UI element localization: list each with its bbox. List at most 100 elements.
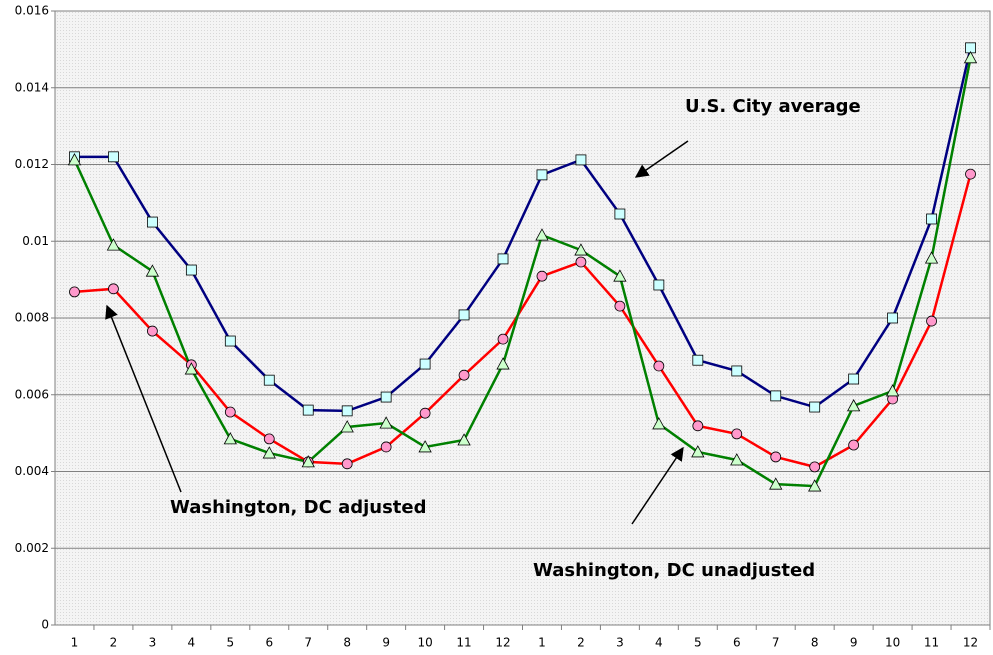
x-tick-label: 8 [811, 636, 819, 650]
arrow [634, 140, 689, 178]
x-tick-label: 3 [149, 636, 157, 650]
x-tick-label: 12 [495, 636, 510, 650]
y-tick-label: 0.014 [15, 80, 49, 94]
annotation: Washington, DC adjusted [170, 497, 427, 518]
marker [848, 373, 860, 385]
marker [419, 358, 431, 370]
x-tick-label: 10 [417, 636, 432, 650]
annotation: U.S. City average [685, 96, 861, 117]
x-tick-label: 11 [456, 636, 471, 650]
marker [458, 309, 470, 321]
marker [497, 333, 509, 345]
x-tick-label: 9 [850, 636, 858, 650]
marker [692, 354, 704, 366]
marker [223, 432, 237, 445]
marker [769, 477, 783, 490]
marker [184, 362, 199, 375]
y-tick-label: 0 [41, 618, 49, 632]
x-tick-label: 7 [772, 636, 780, 650]
series-line [73, 57, 972, 488]
marker [496, 357, 510, 370]
marker [458, 369, 470, 381]
marker [262, 446, 276, 459]
marker [731, 428, 743, 440]
marker [108, 283, 119, 295]
marker [885, 384, 900, 397]
marker [770, 451, 782, 463]
x-tick-label: 6 [733, 636, 741, 650]
x-tick-label: 5 [226, 636, 234, 650]
marker [497, 253, 509, 265]
marker [145, 264, 160, 277]
marker [808, 479, 822, 492]
marker [731, 365, 743, 377]
series-line [74, 173, 972, 469]
x-tick-label: 8 [343, 636, 351, 650]
y-tick-label: 0.016 [15, 4, 49, 18]
marker [106, 238, 121, 251]
marker [536, 270, 548, 282]
marker [965, 168, 976, 180]
x-tick-label: 12 [963, 636, 978, 650]
marker [108, 151, 119, 163]
marker [653, 279, 665, 291]
y-tick-label: 0.006 [15, 387, 49, 401]
x-tick-label: 6 [265, 636, 273, 650]
x-tick-label: 1 [538, 636, 546, 650]
y-tick-label: 0.002 [15, 541, 49, 555]
x-tick-label: 1 [71, 636, 79, 650]
marker [341, 458, 353, 470]
series-line [74, 47, 972, 413]
x-tick-label: 4 [188, 636, 196, 650]
annotation: Washington, DC unadjusted [533, 560, 815, 581]
marker [691, 445, 705, 458]
x-tick-label: 7 [304, 636, 312, 650]
marker [224, 406, 236, 418]
marker [653, 360, 665, 372]
x-tick-label: 5 [694, 636, 702, 650]
marker [69, 286, 80, 298]
marker [380, 441, 392, 453]
marker [302, 404, 314, 416]
marker [770, 390, 782, 402]
marker [809, 401, 821, 413]
y-tick-label: 0.004 [15, 464, 49, 478]
marker [536, 169, 548, 181]
y-tick-label: 0.008 [15, 311, 49, 325]
marker [185, 264, 197, 276]
x-tick-label: 11 [924, 636, 939, 650]
marker [926, 315, 937, 327]
marker [926, 213, 937, 225]
marker [614, 208, 626, 220]
marker [263, 433, 275, 445]
x-tick-label: 4 [655, 636, 663, 650]
arrow [631, 446, 684, 525]
x-tick-label: 10 [885, 636, 900, 650]
marker [457, 433, 471, 446]
marker [613, 269, 627, 282]
marker [924, 251, 939, 264]
marker [301, 455, 315, 468]
x-tick-label: 2 [110, 636, 118, 650]
marker [380, 391, 392, 403]
x-tick-label: 2 [577, 636, 585, 650]
marker [575, 154, 587, 166]
x-tick-label: 9 [382, 636, 390, 650]
marker [652, 417, 666, 430]
marker [963, 50, 978, 64]
marker [614, 300, 626, 312]
marker [224, 335, 236, 347]
marker [341, 405, 353, 417]
marker [146, 325, 158, 337]
marker [730, 453, 744, 466]
marker [379, 416, 393, 429]
x-tick-label: 3 [616, 636, 624, 650]
marker [848, 439, 860, 451]
marker [263, 374, 275, 386]
marker [809, 461, 821, 473]
marker [692, 420, 704, 432]
marker [535, 228, 549, 241]
arrow [105, 304, 182, 493]
marker [574, 243, 588, 256]
